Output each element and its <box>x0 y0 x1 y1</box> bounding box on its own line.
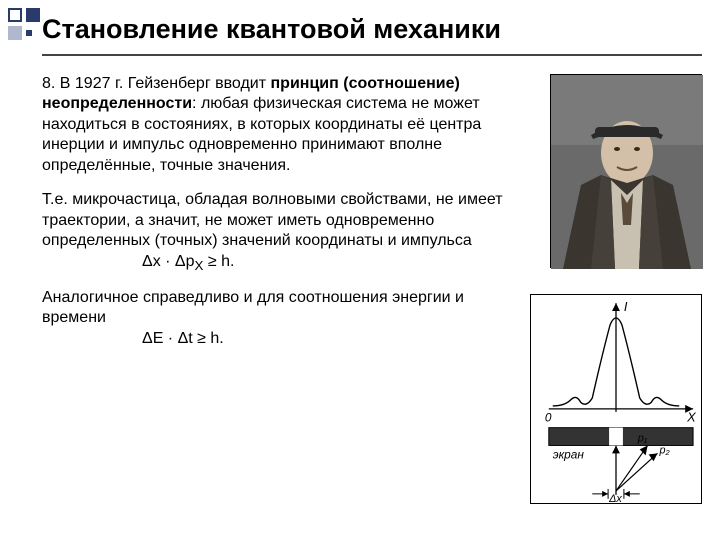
para2-text: Т.е. микрочастица, обладая волновыми сво… <box>42 191 503 249</box>
screen-label: экран <box>553 447 585 461</box>
para1-lead: 8. В 1927 г. Гейзенберг вводит <box>42 75 271 92</box>
axis-y-label: I <box>624 299 628 314</box>
paragraph-1: 8. В 1927 г. Гейзенберг вводит принцип (… <box>42 74 512 176</box>
origin-label: 0 <box>545 411 552 425</box>
heisenberg-photo <box>550 74 702 268</box>
axis-x-label: X <box>686 410 696 425</box>
paragraph-3: Аналогичное справедливо и для соотношени… <box>42 288 522 349</box>
para3-text: Аналогичное справедливо и для соотношени… <box>42 289 464 326</box>
decor-square-small <box>26 30 32 36</box>
decor-square-outline <box>8 8 22 22</box>
paragraph-2: Т.е. микрочастица, обладая волновыми сво… <box>42 190 512 274</box>
uncertainty-diagram: I X 0 экран p₁ p₂ Δx <box>530 294 702 504</box>
dx-label: Δx <box>608 493 622 503</box>
slide-title: Становление квантовой механики <box>42 14 501 45</box>
title-underline <box>42 54 702 56</box>
para3-formula: ΔE · Δt ≥ h. <box>142 330 224 347</box>
ray-p2-label: p₂ <box>658 444 670 456</box>
para2-formula-tail: ≥ h. <box>203 253 234 270</box>
para2-formula: Δx · Δp <box>142 253 195 270</box>
decor-square-light <box>8 26 22 40</box>
decor-square-dark <box>26 8 40 22</box>
ray-p1-label: p₁ <box>637 433 648 445</box>
content-area: I X 0 экран p₁ p₂ Δx 8. В 1927 г. Ге <box>42 74 702 530</box>
para3-formula-line: ΔE · Δt ≥ h. <box>42 329 522 349</box>
para2-formula-line: Δx · ΔpX ≥ h. <box>42 252 512 274</box>
